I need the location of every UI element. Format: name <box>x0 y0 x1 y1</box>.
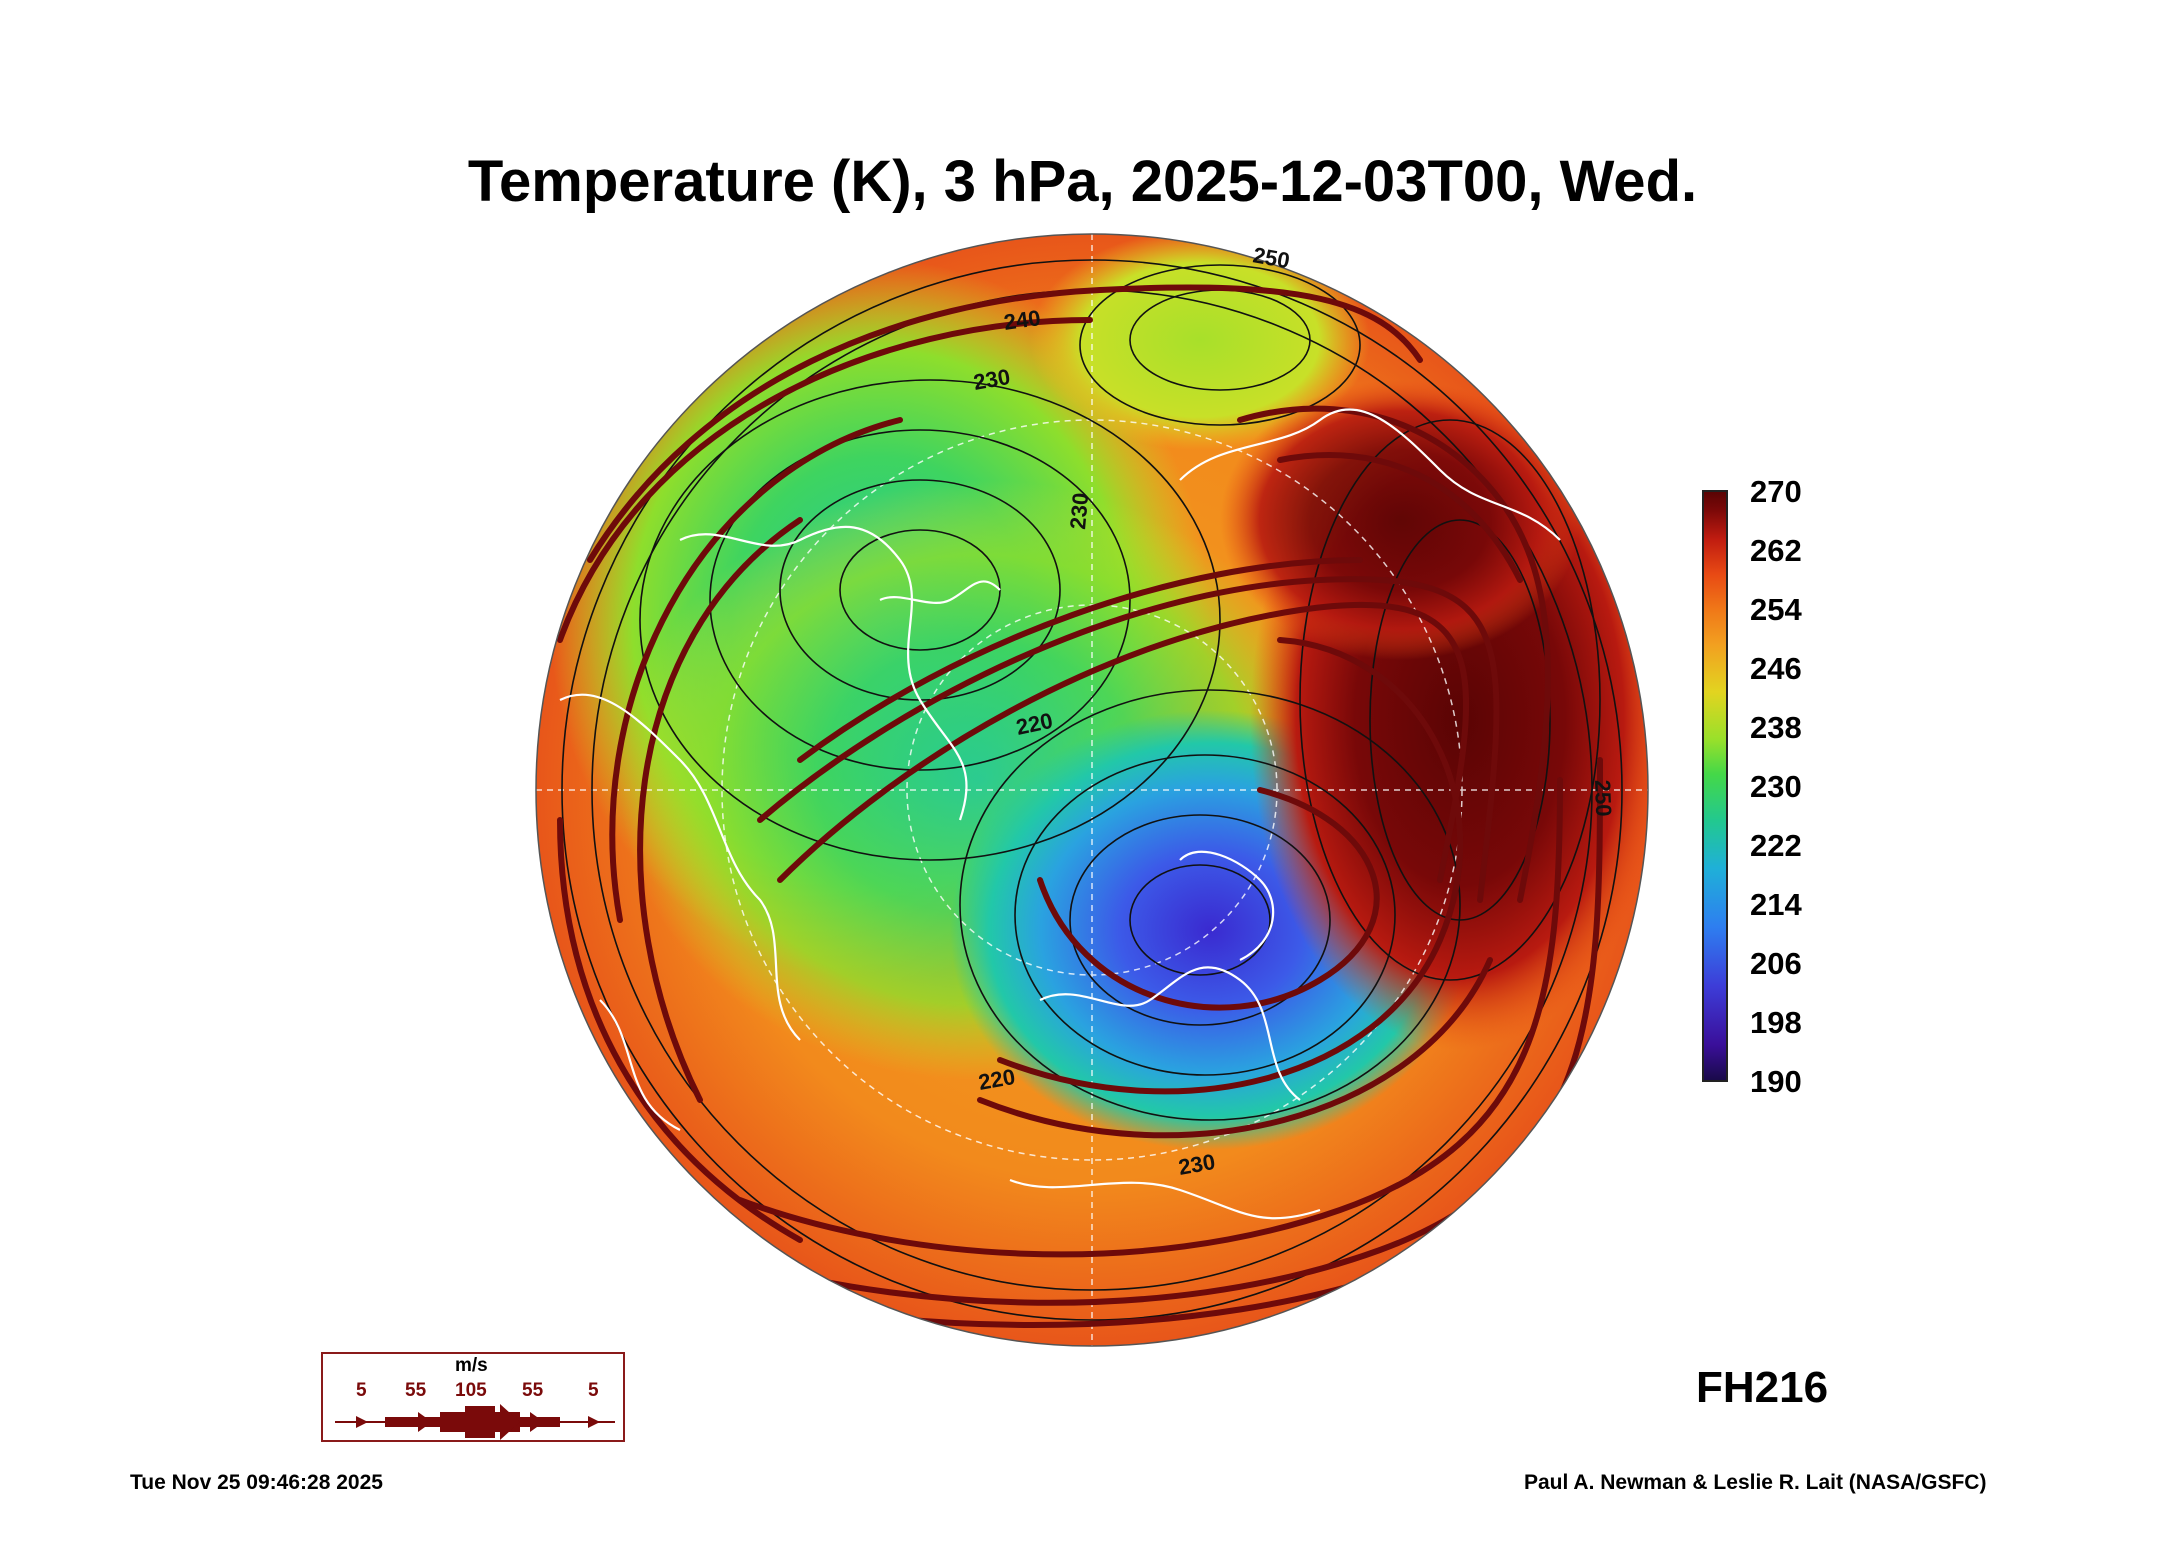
contour-label: 230 <box>1065 492 1093 531</box>
globe-outline <box>535 233 1649 1347</box>
contour-labels: 250 240 230 230 220 220 230 250 <box>972 242 1617 1180</box>
wind-legend-value: 105 <box>455 1380 487 1401</box>
colorbar-label: 254 <box>1750 592 1802 627</box>
contour-label: 240 <box>1002 305 1042 335</box>
contour-label: 250 <box>1590 779 1616 817</box>
wind-legend-value: 55 <box>522 1380 544 1401</box>
temperature-colorbar <box>1702 490 1728 1082</box>
wind-speed-legend-arrow <box>335 1404 615 1440</box>
colorbar-label: 246 <box>1750 651 1802 686</box>
colorbar-label: 270 <box>1750 474 1802 509</box>
colorbar-label: 222 <box>1750 828 1802 863</box>
colorbar-label: 230 <box>1750 769 1802 804</box>
map-title: Temperature (K), 3 hPa, 2025-12-03T00, W… <box>467 149 1698 214</box>
colorbar-label: 214 <box>1750 887 1802 922</box>
wind-legend-value: 5 <box>356 1380 367 1401</box>
isotherm-contours <box>561 259 1623 1321</box>
coastlines <box>559 408 1561 1220</box>
wind-legend-box <box>321 1352 625 1442</box>
generation-timestamp: Tue Nov 25 09:46:28 2025 <box>130 1471 383 1494</box>
colorbar-label: 206 <box>1750 946 1802 981</box>
colorbar-label: 198 <box>1750 1005 1802 1040</box>
wind-legend-value: 5 <box>588 1380 599 1401</box>
colorbar-label: 190 <box>1750 1064 1802 1099</box>
wind-legend-unit: m/s <box>455 1355 488 1376</box>
colorbar-label: 262 <box>1750 533 1802 568</box>
colorbar-label: 238 <box>1750 710 1802 745</box>
globe-fill <box>536 234 1648 1346</box>
credit-line: Paul A. Newman & Leslie R. Lait (NASA/GS… <box>1524 1471 1987 1494</box>
wind-legend-value: 55 <box>405 1380 427 1401</box>
forecast-hour: FH216 <box>1696 1363 1829 1412</box>
